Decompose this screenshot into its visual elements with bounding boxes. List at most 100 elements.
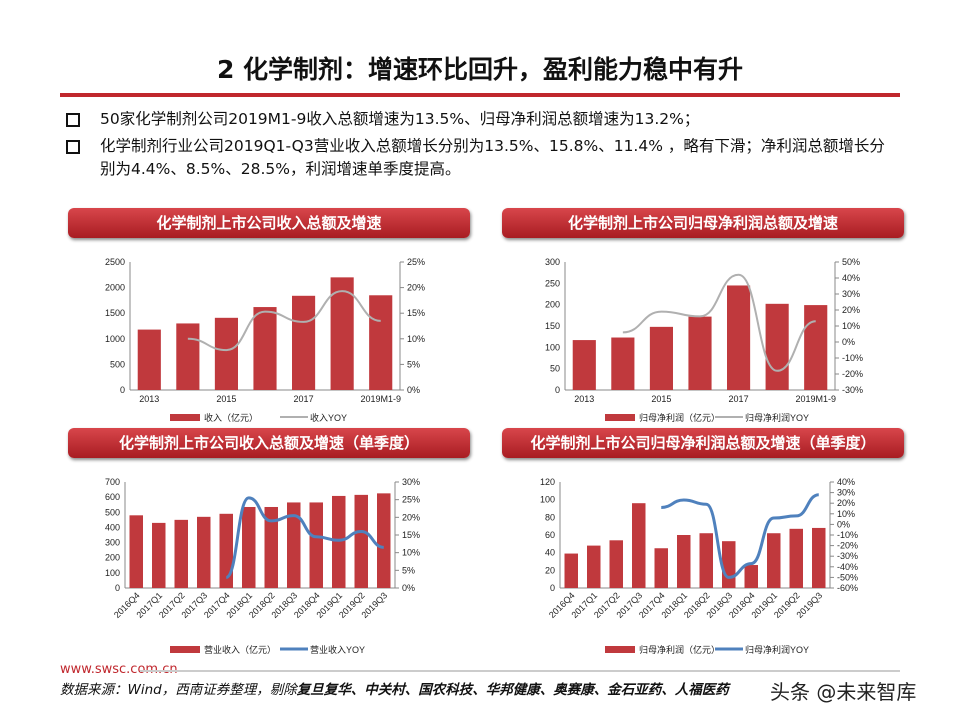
x-tick-label: 2013 [574,394,594,404]
chart-4-title: 化学制剂上市公司归母净利润总额及增速（单季度） [502,428,904,458]
y2-tick-label: 10% [837,509,855,519]
legend-line-label: 收入YOY [310,412,347,423]
bullet-item: 50家化学制剂公司2019M1-9收入总额增速为13.5%、归母净利润总额增速为… [62,108,912,131]
bar [767,533,781,588]
y-tick-label: 0 [120,385,125,395]
bar [744,565,758,588]
x-tick-label: 2015 [216,394,236,404]
y2-tick-label: 25% [402,495,420,505]
legend-bar-swatch [605,414,635,421]
bar [609,540,623,588]
watermark: 头条 @未来智库 [770,680,917,704]
y-tick-label: 600 [105,492,120,502]
y2-tick-label: 15% [402,530,420,540]
legend-bar-label: 营业收入（亿元） [204,644,276,655]
bar [649,326,673,390]
y-tick-label: 20 [545,565,555,575]
y-tick-label: 100 [545,342,560,352]
bar [152,522,166,588]
yoy-line [622,273,816,372]
bullet-text: 化学制剂行业公司2019Q1-Q3营业收入总额增长分别为13.5%、15.8%、… [100,137,885,178]
y-tick-label: 0 [550,583,555,593]
bar [804,305,828,390]
y-tick-label: 60 [545,530,555,540]
y-tick-label: 2500 [105,257,125,267]
y2-tick-label: 0% [837,519,850,529]
y2-tick-label: -20% [837,541,858,551]
y2-tick-label: -60% [837,583,858,593]
y-tick-label: 300 [545,257,560,267]
bar [688,316,712,390]
y2-tick-label: -50% [837,572,858,582]
y2-tick-label: 10% [402,548,420,558]
yoy-line [225,496,384,579]
y2-tick-label: 20% [402,512,420,522]
bar [129,515,143,588]
bar [632,503,646,588]
chart-revenue-quarterly: 0 100 200 300 400 500 600 700 0% 5% 10% 15% 20% 25% 30… [105,477,420,655]
source-prefix: 数据来源：Wind，西南证券整理，剔除 [60,682,297,698]
y2-tick-label: 5% [402,565,415,575]
bar [174,519,188,588]
y-tick-label: 50 [550,364,560,374]
y-tick-label: 2000 [105,283,125,293]
legend-bar-label: 归母净利润（亿元） [639,412,720,423]
bar [332,495,346,588]
y2-tick-label: -30% [837,551,858,561]
bullet-item: 化学制剂行业公司2019Q1-Q3营业收入总额增长分别为13.5%、15.8%、… [62,135,912,181]
data-source: 数据来源：Wind，西南证券整理，剔除复旦复华、中关村、国农科技、华邦健康、奥赛… [60,678,729,698]
x-tick-label: 2015 [651,394,671,404]
y-tick-label: 700 [105,477,120,487]
y2-tick-label: 0% [402,583,415,593]
legend-bar-swatch [605,646,635,653]
y-tick-label: 0 [555,385,560,395]
y2-tick-label: 30% [842,289,860,299]
bar [654,548,668,588]
y-tick-label: 400 [105,522,120,532]
y-tick-label: 200 [105,553,120,563]
bar [253,307,277,390]
bar [287,502,301,588]
bar [264,506,278,588]
bar [197,516,211,588]
x-tick-label: 2019M1-9 [360,394,401,404]
legend-line-label: 营业收入YOY [310,644,365,655]
bar [176,323,200,390]
bar [765,303,789,390]
bar [727,285,751,390]
y2-tick-label: 50% [842,257,860,267]
y-tick-label: 500 [105,507,120,517]
y2-tick-label: -30% [842,385,863,395]
chart-revenue-annual: 0 500 1000 1500 2000 2500 0% 5% 10% 15% 20% 25% 2013… [105,257,425,423]
bar [572,340,596,390]
y-tick-label: 1000 [105,334,125,344]
footer-divider [140,670,900,672]
legend-bar-label: 归母净利润（亿元） [639,644,720,655]
bar [354,494,368,588]
chart-1-title: 化学制剂上市公司收入总额及增速 [68,208,470,238]
y-tick-label: 120 [540,477,555,487]
y-tick-label: 150 [545,321,560,331]
chart-profit-quarterly: 0 20 40 60 80 100 120 -60%-50%-40%-30%-20%-10%0… [540,477,858,655]
y-tick-label: 1500 [105,308,125,318]
bar [587,545,601,588]
y2-tick-label: -40% [837,562,858,572]
y2-tick-label: 30% [402,477,420,487]
y2-tick-label: 40% [837,477,855,487]
source-excluded: 复旦复华、中关村、国农科技、华邦健康、奥赛康、金石亚药、人福医药 [296,682,729,698]
bar [812,527,826,588]
y2-tick-label: -20% [842,369,863,379]
y-tick-label: 100 [105,568,120,578]
bar [677,535,691,588]
bar [369,295,393,390]
bar [219,513,233,588]
page-title: 2 化学制剂：增速环比回升，盈利能力稳中有升 [216,55,744,84]
y2-tick-label: 15% [407,308,425,318]
bar [611,337,635,390]
y-tick-label: 40 [545,548,555,558]
square-bullet-icon [66,140,80,154]
y2-tick-label: 10% [842,321,860,331]
yoy-line [661,493,820,579]
y-tick-label: 250 [545,278,560,288]
bullet-list: 50家化学制剂公司2019M1-9收入总额增速为13.5%、归母净利润总额增速为… [62,108,912,185]
